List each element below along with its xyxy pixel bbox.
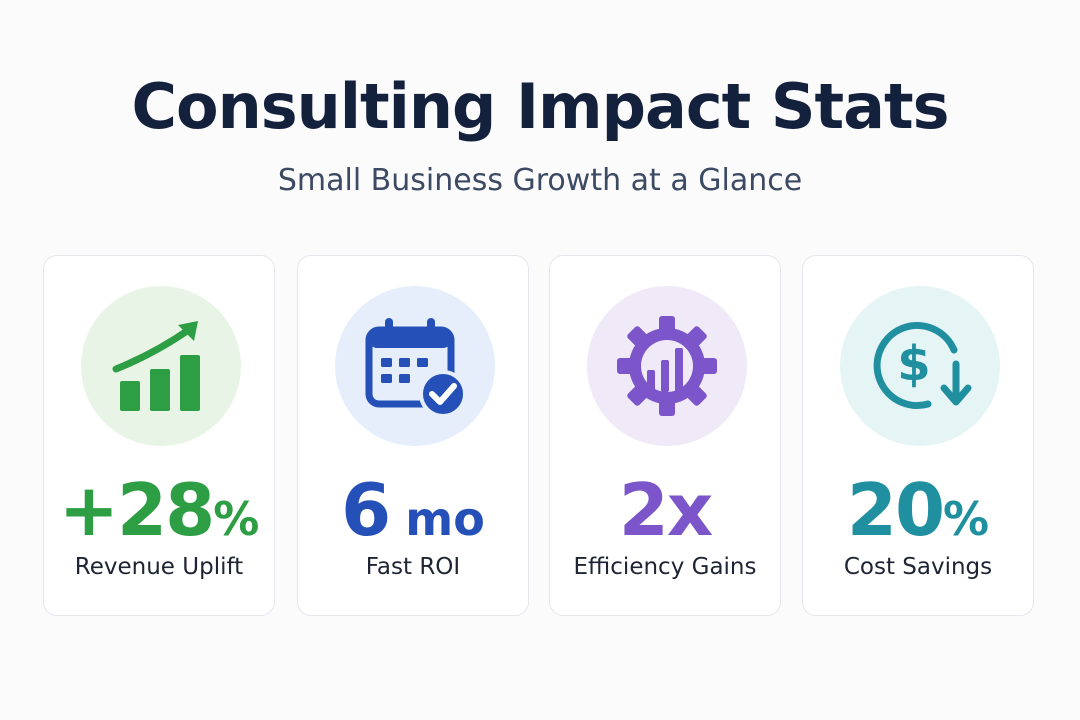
stat-label: Fast ROI [365, 554, 461, 580]
rising-bar-chart-icon [81, 286, 241, 446]
svg-text:$: $ [897, 336, 930, 392]
stat-card-revenue-uplift: +28% Revenue Uplift [43, 255, 275, 616]
stat-card-cost-savings: $ 20% Cost Savings [802, 255, 1034, 616]
stat-card-efficiency-gains: 2x Efficiency Gains [549, 255, 781, 616]
gear-chart-icon [587, 286, 747, 446]
dollar-down-arrow-icon: $ [840, 286, 1000, 446]
stat-value: 20% [846, 468, 990, 552]
stat-label: Efficiency Gains [573, 554, 757, 580]
stat-card-fast-roi: 6 mo Fast ROI [297, 255, 529, 616]
stat-label: Revenue Uplift [74, 554, 244, 580]
page-title: Consulting Impact Stats [131, 70, 949, 143]
stat-value: +28% [58, 468, 260, 552]
page-subtitle: Small Business Growth at a Glance [277, 163, 803, 198]
stat-label: Cost Savings [843, 554, 993, 580]
stat-value: 2x [618, 468, 714, 552]
calendar-check-icon [335, 286, 495, 446]
stat-value: 6 mo [341, 468, 485, 552]
